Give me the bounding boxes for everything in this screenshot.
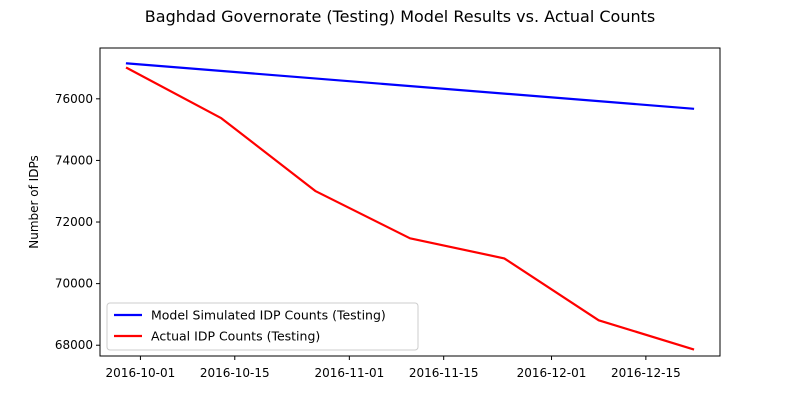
x-tick-label: 2016-10-15	[200, 366, 270, 380]
legend-label-model: Model Simulated IDP Counts (Testing)	[151, 308, 386, 323]
x-tick-label: 2016-10-01	[106, 366, 176, 380]
y-tick-label: 72000	[55, 215, 93, 229]
y-tick-label: 70000	[55, 277, 93, 291]
legend-label-actual: Actual IDP Counts (Testing)	[151, 329, 320, 344]
x-tick-label: 2016-11-01	[314, 366, 384, 380]
series-layer	[125, 62, 695, 351]
chart-title: Baghdad Governorate (Testing) Model Resu…	[145, 7, 655, 26]
x-tick-label: 2016-12-01	[517, 366, 587, 380]
y-tick-label: 68000	[55, 338, 93, 352]
plot-area	[99, 47, 721, 357]
series-line-actual	[125, 66, 695, 351]
x-tick-label: 2016-12-15	[611, 366, 681, 380]
x-tick-label: 2016-11-15	[409, 366, 479, 380]
plot-frame	[99, 47, 721, 357]
y-axis-label: Number of IDPs	[27, 155, 41, 248]
legend-box	[106, 302, 419, 351]
y-axis: 68000 70000 72000 74000 76000	[55, 92, 100, 352]
y-tick-label: 74000	[55, 153, 93, 167]
y-tick-label: 76000	[55, 92, 93, 106]
x-axis: 2016-10-01 2016-10-15 2016-11-01 2016-11-15…	[106, 356, 681, 380]
series-line-model	[125, 62, 695, 110]
legend: Model Simulated IDP Counts (Testing) Act…	[106, 302, 419, 351]
